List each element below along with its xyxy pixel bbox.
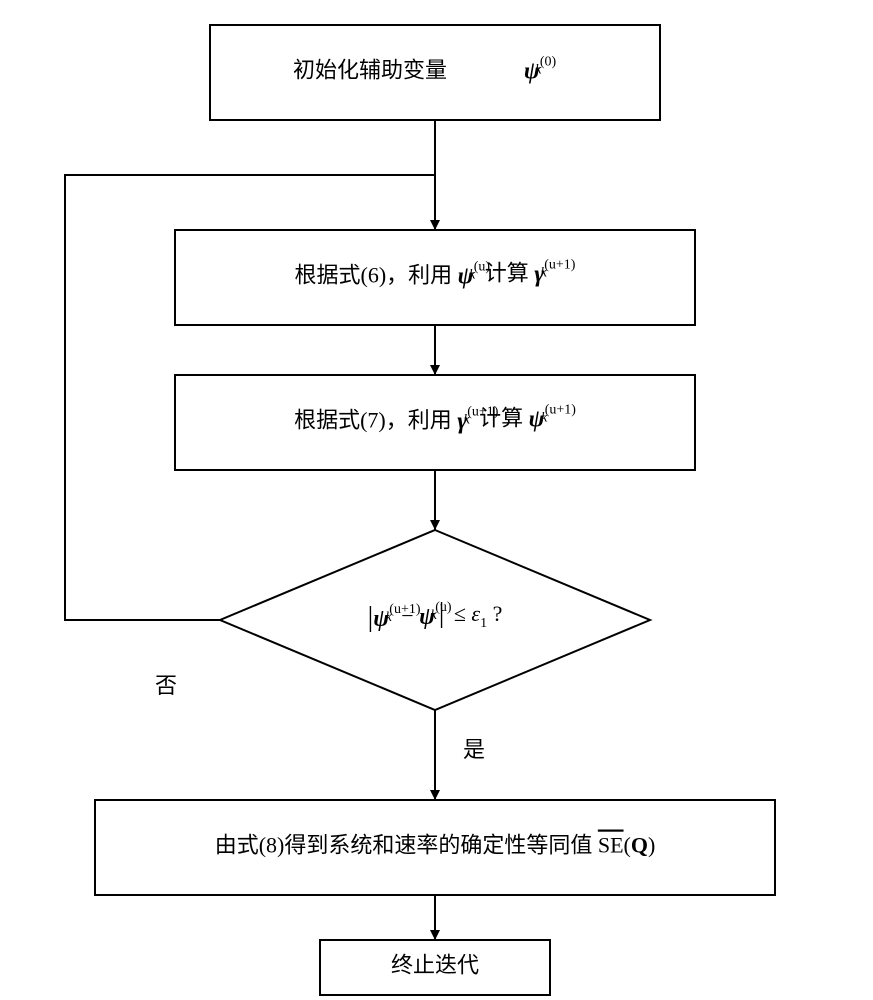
svg-text:ψ(0)k: ψ(0)k xyxy=(524,55,557,84)
svg-text:|ψ(u+1)k − ψ(u)k| ≤ ε1 ?: |ψ(u+1)k − ψ(u)k| ≤ ε1 ? xyxy=(368,598,503,633)
svg-text:根据式(6)，利用 ψ(u)k 计算 γ(u+1)k: 根据式(6)，利用 ψ(u)k 计算 γ(u+1)k xyxy=(295,258,576,289)
svg-text:根据式(7)，利用 γ(u+1)k 计算 ψ(u+1)k: 根据式(7)，利用 γ(u+1)k 计算 ψ(u+1)k xyxy=(294,403,576,434)
svg-text:终止迭代: 终止迭代 xyxy=(391,953,479,978)
svg-text:由式(8)得到系统和速率的确定性等同值 SE(Q): 由式(8)得到系统和速率的确定性等同值 SE(Q) xyxy=(215,833,656,858)
svg-text:否: 否 xyxy=(155,673,177,698)
flowchart: 初始化辅助变量 ψ(0)k 根据式(6)，利用 ψ(u)k 计算 γ(u+1)k 根… xyxy=(0,0,873,1000)
svg-text:是: 是 xyxy=(463,737,485,762)
svg-text:初始化辅助变量: 初始化辅助变量 xyxy=(293,58,447,83)
